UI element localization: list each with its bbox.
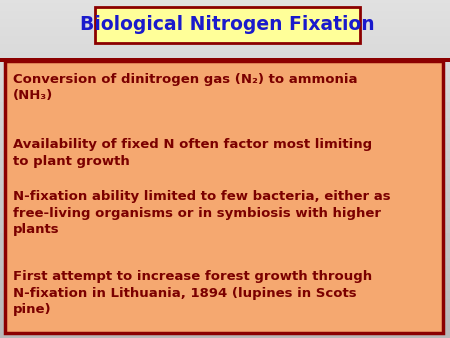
Text: Biological Nitrogen Fixation: Biological Nitrogen Fixation: [80, 16, 374, 34]
FancyBboxPatch shape: [95, 7, 360, 43]
Text: First attempt to increase forest growth through
N-fixation in Lithuania, 1894 (l: First attempt to increase forest growth …: [13, 270, 372, 316]
FancyBboxPatch shape: [0, 58, 450, 62]
FancyBboxPatch shape: [5, 61, 443, 333]
Text: Conversion of dinitrogen gas (N₂) to ammonia
(NH₃): Conversion of dinitrogen gas (N₂) to amm…: [13, 73, 357, 102]
Text: Availability of fixed N often factor most limiting
to plant growth: Availability of fixed N often factor mos…: [13, 138, 372, 168]
Text: N-fixation ability limited to few bacteria, either as
free-living organisms or i: N-fixation ability limited to few bacter…: [13, 190, 391, 236]
